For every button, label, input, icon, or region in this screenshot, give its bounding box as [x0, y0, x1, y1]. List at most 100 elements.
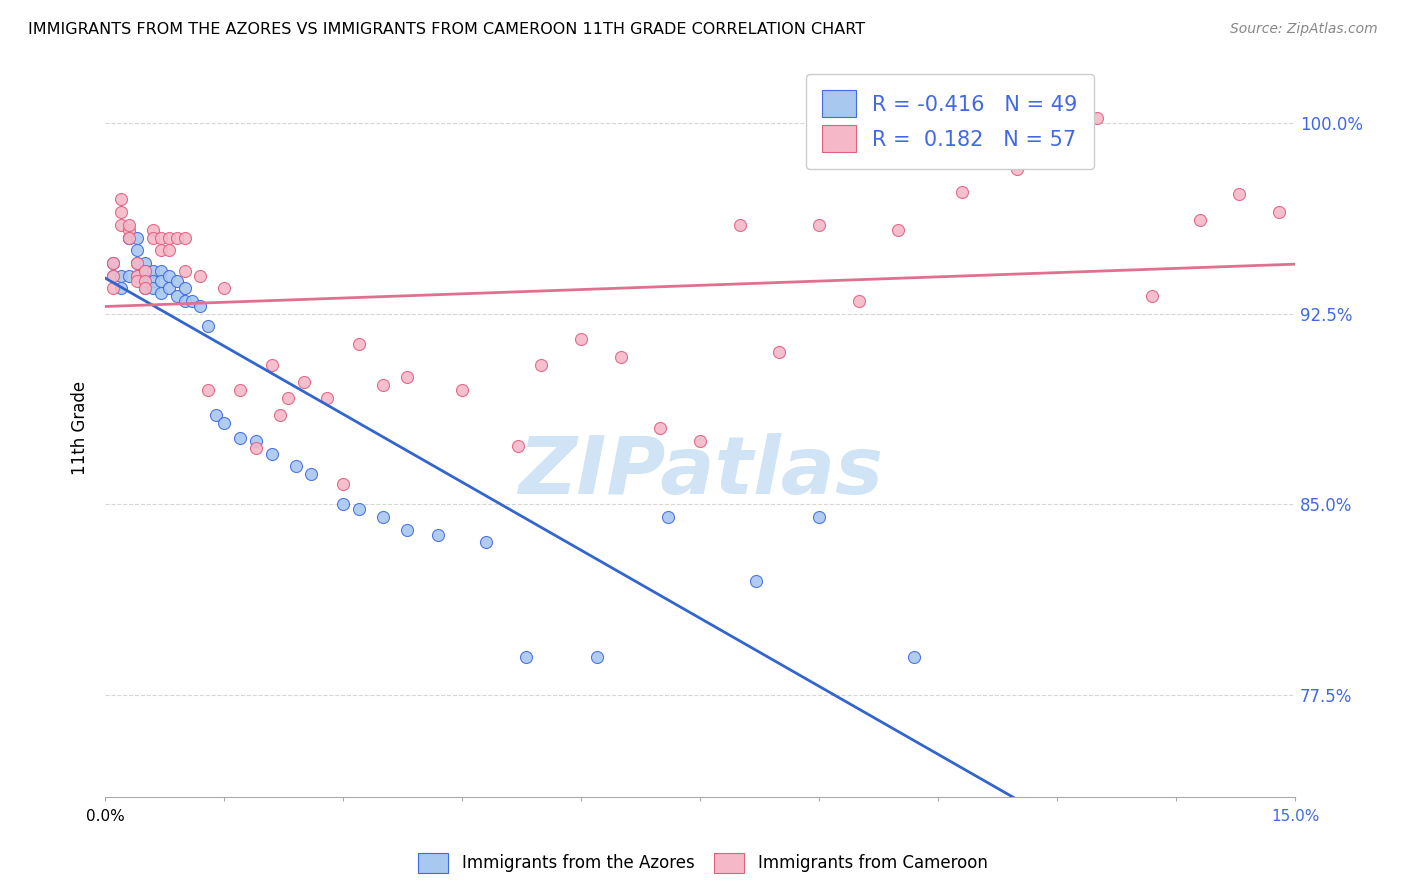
Point	[332, 497, 354, 511]
Point	[142, 230, 165, 244]
Point	[110, 205, 132, 219]
Point	[125, 268, 148, 283]
Point	[134, 277, 156, 291]
Point	[181, 293, 204, 308]
Point	[260, 446, 283, 460]
Point	[173, 281, 195, 295]
Y-axis label: 11th Grade: 11th Grade	[72, 381, 89, 475]
Point	[292, 376, 315, 390]
Point	[229, 383, 252, 397]
Legend: Immigrants from the Azores, Immigrants from Cameroon: Immigrants from the Azores, Immigrants f…	[412, 847, 994, 880]
Point	[166, 274, 188, 288]
Point	[173, 230, 195, 244]
Point	[451, 383, 474, 397]
Point	[134, 281, 156, 295]
Point	[205, 409, 228, 423]
Point	[950, 185, 973, 199]
Point	[190, 268, 212, 283]
Point	[515, 649, 537, 664]
Point	[134, 263, 156, 277]
Point	[371, 510, 394, 524]
Point	[118, 218, 141, 232]
Point	[808, 218, 831, 232]
Point	[118, 230, 141, 244]
Point	[1142, 289, 1164, 303]
Point	[134, 263, 156, 277]
Point	[157, 281, 180, 295]
Point	[118, 230, 141, 244]
Point	[149, 230, 172, 244]
Point	[260, 358, 283, 372]
Point	[142, 223, 165, 237]
Point	[149, 286, 172, 301]
Point	[157, 230, 180, 244]
Point	[887, 223, 910, 237]
Point	[301, 467, 323, 481]
Point	[229, 431, 252, 445]
Point	[118, 230, 141, 244]
Point	[110, 268, 132, 283]
Point	[118, 223, 141, 237]
Point	[173, 293, 195, 308]
Point	[142, 274, 165, 288]
Text: 0.0%: 0.0%	[86, 809, 125, 824]
Point	[650, 421, 672, 435]
Point	[1085, 111, 1108, 125]
Point	[848, 293, 870, 308]
Point	[110, 193, 132, 207]
Point	[212, 416, 235, 430]
Point	[347, 337, 370, 351]
Point	[269, 409, 291, 423]
Point	[1188, 212, 1211, 227]
Point	[245, 434, 267, 448]
Point	[197, 319, 219, 334]
Point	[610, 350, 633, 364]
Point	[149, 263, 172, 277]
Point	[157, 268, 180, 283]
Point	[101, 268, 124, 283]
Point	[728, 218, 751, 232]
Point	[166, 289, 188, 303]
Point	[332, 477, 354, 491]
Point	[657, 510, 679, 524]
Point	[125, 244, 148, 258]
Point	[134, 274, 156, 288]
Point	[173, 263, 195, 277]
Point	[371, 378, 394, 392]
Point	[284, 459, 307, 474]
Point	[903, 649, 925, 664]
Point	[125, 256, 148, 270]
Point	[808, 510, 831, 524]
Point	[347, 502, 370, 516]
Point	[101, 268, 124, 283]
Point	[744, 574, 766, 588]
Point	[101, 256, 124, 270]
Point	[157, 244, 180, 258]
Point	[768, 344, 790, 359]
Point	[166, 230, 188, 244]
Point	[142, 281, 165, 295]
Point	[395, 523, 418, 537]
Point	[569, 332, 592, 346]
Point	[118, 268, 141, 283]
Point	[530, 358, 553, 372]
Point	[245, 442, 267, 456]
Point	[1229, 187, 1251, 202]
Point	[212, 281, 235, 295]
Point	[197, 383, 219, 397]
Point	[125, 256, 148, 270]
Point	[134, 281, 156, 295]
Point	[689, 434, 711, 448]
Text: ZIPatlas: ZIPatlas	[517, 434, 883, 511]
Point	[110, 281, 132, 295]
Point	[101, 256, 124, 270]
Point	[110, 218, 132, 232]
Point	[395, 370, 418, 384]
Point	[277, 391, 299, 405]
Point	[427, 528, 450, 542]
Text: IMMIGRANTS FROM THE AZORES VS IMMIGRANTS FROM CAMEROON 11TH GRADE CORRELATION CH: IMMIGRANTS FROM THE AZORES VS IMMIGRANTS…	[28, 22, 865, 37]
Point	[149, 274, 172, 288]
Point	[586, 649, 609, 664]
Point	[125, 268, 148, 283]
Point	[134, 256, 156, 270]
